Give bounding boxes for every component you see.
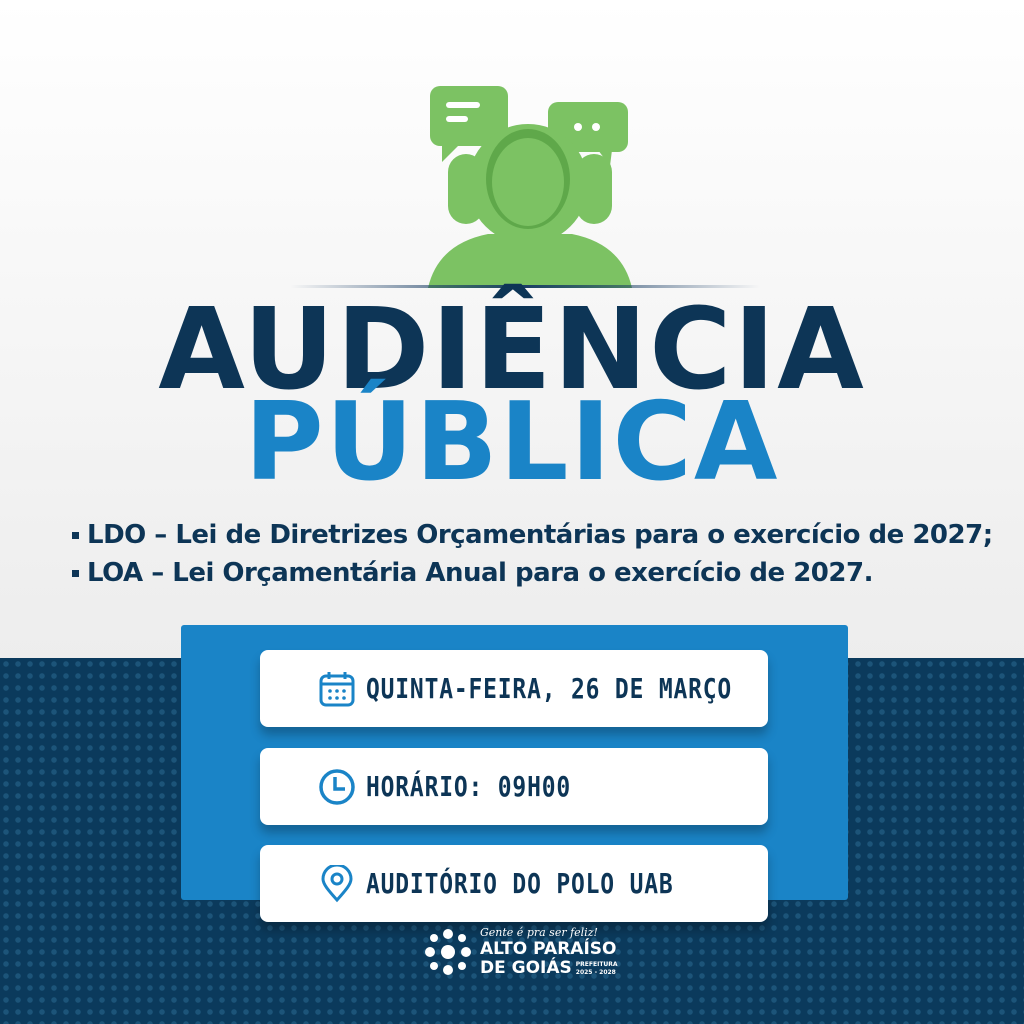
time-text: HORÁRIO: 09H00 bbox=[366, 770, 572, 803]
location-text: AUDITÓRIO DO POLO UAB bbox=[366, 867, 674, 900]
agenda-item-loa: LOA – Lei Orçamentária Anual para o exer… bbox=[72, 554, 993, 592]
logo-slogan: Gente é pra ser feliz! bbox=[480, 926, 598, 939]
agenda-list: LDO – Lei de Diretrizes Orçamentárias pa… bbox=[72, 516, 993, 592]
calendar-icon bbox=[319, 671, 355, 706]
location-pin-icon bbox=[321, 864, 353, 902]
logo-prefeitura: PREFEITURA bbox=[575, 960, 618, 968]
divider-line bbox=[290, 285, 760, 288]
title-line2: PÚBLICA bbox=[244, 380, 780, 505]
city-emblem-icon bbox=[425, 929, 471, 975]
clock-icon bbox=[319, 768, 355, 805]
date-card: QUINTA-FEIRA, 26 DE MARÇO bbox=[260, 650, 768, 727]
location-card: AUDITÓRIO DO POLO UAB bbox=[260, 845, 768, 922]
agenda-item-ldo: LDO – Lei de Diretrizes Orçamentárias pa… bbox=[72, 516, 993, 554]
time-card: HORÁRIO: 09H00 bbox=[260, 748, 768, 825]
logo-city-line2: DE GOIÁS bbox=[480, 958, 572, 978]
logo-years: 2025 - 2028 bbox=[575, 968, 616, 976]
title-line1: AUDIÊNCIA bbox=[158, 285, 866, 415]
public-hearing-speaker-icon bbox=[428, 84, 632, 288]
logo-city-line1: ALTO PARAÍSO bbox=[480, 939, 617, 959]
date-text: QUINTA-FEIRA, 26 DE MARÇO bbox=[366, 672, 733, 705]
city-logo: Gente é pra ser feliz! ALTO PARAÍSO DE G… bbox=[422, 926, 618, 978]
